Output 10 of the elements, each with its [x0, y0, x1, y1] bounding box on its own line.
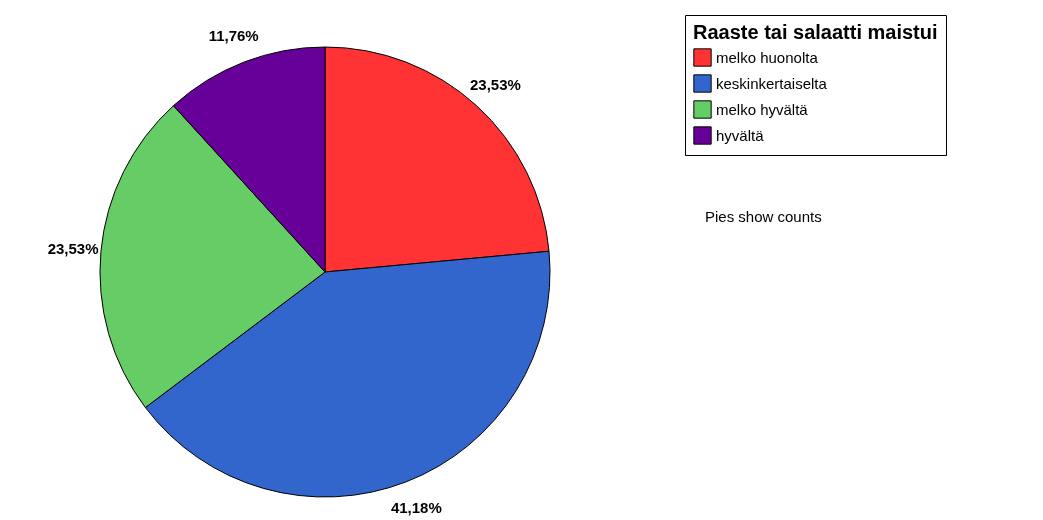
legend-label: keskinkertaiselta	[716, 74, 828, 92]
legend-label: melko hyvältä	[716, 100, 809, 118]
data-label: 41,18%	[390, 498, 442, 516]
data-label: 11,76%	[208, 27, 259, 45]
legend-label: hyvältä	[716, 126, 765, 144]
text: Pies show counts	[705, 208, 822, 225]
legend-title: Raaste tai salaatti maistui	[693, 21, 938, 43]
data-label: 23,53%	[47, 239, 99, 257]
legend-label: melko huonolta	[716, 48, 819, 66]
data-label: 23,53%	[470, 76, 521, 94]
